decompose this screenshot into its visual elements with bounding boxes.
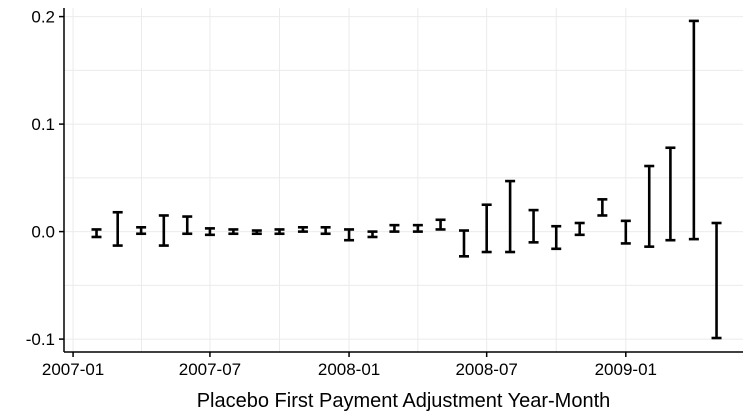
error-bar	[574, 221, 585, 237]
error-bar	[688, 19, 699, 241]
error-bar	[481, 203, 492, 254]
y-tick-label: 0.0	[31, 223, 55, 242]
error-bar	[435, 218, 446, 231]
error-bar	[665, 146, 676, 242]
error-bar	[505, 179, 516, 254]
error-bar	[412, 223, 423, 233]
y-axis-ticks: -0.1 0.0 0.1 0.2	[26, 8, 64, 349]
error-bar	[274, 228, 285, 236]
x-tick-label: 2009-01	[595, 360, 657, 379]
error-bar	[458, 229, 469, 258]
error-bar	[136, 226, 147, 236]
error-bar	[182, 215, 193, 236]
x-axis-ticks: 2007-01 2007-07 2008-01 2008-07 2009-01	[42, 352, 657, 379]
error-bar	[620, 219, 631, 245]
error-bar	[158, 214, 169, 247]
x-tick-label: 2008-01	[318, 360, 380, 379]
error-bar	[251, 229, 262, 236]
error-bars	[91, 19, 722, 340]
error-bar	[112, 210, 123, 247]
error-bar	[551, 224, 562, 251]
x-tick-label: 2007-07	[179, 360, 241, 379]
axes	[63, 8, 743, 353]
y-tick-label: 0.1	[31, 115, 55, 134]
x-tick-label: 2007-01	[42, 360, 104, 379]
error-bar	[344, 228, 355, 242]
error-bar	[389, 223, 400, 233]
error-bar	[320, 226, 331, 236]
error-bar	[367, 230, 378, 239]
error-bar	[597, 198, 608, 217]
grid-lines	[64, 8, 743, 352]
error-bar	[91, 228, 102, 239]
error-bar	[204, 227, 215, 237]
x-axis-title: Placebo First Payment Adjustment Year-Mo…	[197, 390, 611, 412]
error-bar	[644, 164, 655, 248]
y-tick-label: 0.2	[31, 8, 55, 27]
error-bar	[711, 221, 722, 340]
x-tick-label: 2008-07	[455, 360, 517, 379]
error-bar	[297, 226, 308, 233]
error-bar	[228, 228, 239, 236]
error-bar	[528, 208, 539, 244]
y-tick-label: -0.1	[26, 330, 55, 349]
